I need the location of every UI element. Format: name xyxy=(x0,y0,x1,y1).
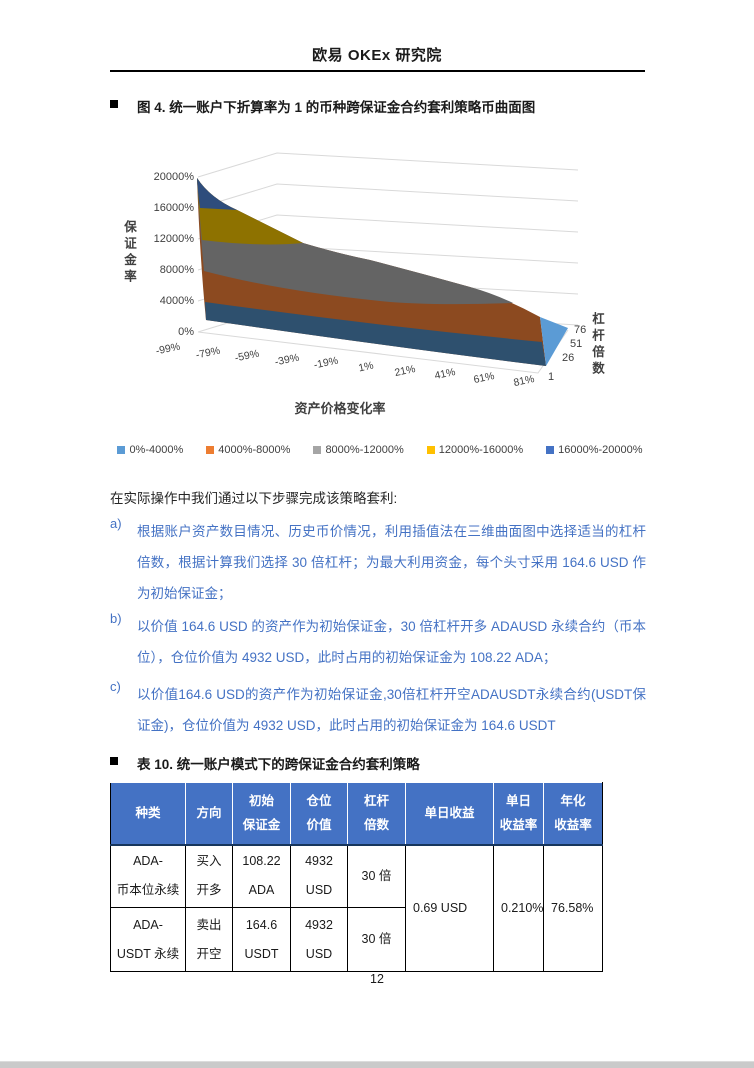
axis-tick-label: 4000% xyxy=(159,295,194,307)
cell-daily-rate: 0.210% xyxy=(493,844,544,972)
chart-legend: 0%-4000% 4000%-8000% 8000%-12000% 12000%-16… xyxy=(100,444,660,456)
axis-tick-label: 12000% xyxy=(153,233,194,245)
col-header-annual-rate: 年化 收益率 xyxy=(543,782,603,846)
axis-tick-label: 16000% xyxy=(153,202,194,214)
window-bottom-bar xyxy=(0,1061,754,1068)
cell-type: ADA- 币本位永续 xyxy=(110,844,186,908)
col-header-initial-margin: 初始 保证金 xyxy=(232,782,291,846)
axis-tick-label: 0% xyxy=(178,326,194,338)
legend-label: 0%-4000% xyxy=(129,444,184,456)
axis-tick-label: 51 xyxy=(570,338,583,350)
page-header-title: 欧易 OKEx 研究院 xyxy=(312,47,442,64)
surface-end-face xyxy=(540,317,568,366)
axis-tick-label: 20000% xyxy=(153,171,194,183)
square-bullet-icon xyxy=(110,757,118,765)
intro-paragraph: 在实际操作中我们通过以下步骤完成该策略套利: xyxy=(110,491,398,506)
figure-title: 图 4. 统一账户下折算率为 1 的币种跨保证金合约套利策略币曲面图 xyxy=(110,96,535,116)
cell-position-value: 4932 USD xyxy=(290,907,348,972)
col-header-daily-return: 单日收益 xyxy=(405,782,494,846)
legend-item: 16000%-20000% xyxy=(546,444,643,456)
col-header-daily-rate: 单日 收益率 xyxy=(493,782,544,846)
gridline xyxy=(197,183,579,209)
cell-initial-margin: 108.22 ADA xyxy=(232,844,291,908)
axis-tick-label: 1 xyxy=(548,371,555,383)
table-title: 表 10. 统一账户模式下的跨保证金合约套利策略 xyxy=(110,753,420,773)
col-header-position-value: 仓位 价值 xyxy=(290,782,348,846)
step-item-b: b) 以价值 164.6 USD 的资产作为初始保证金，30 倍杠杆开多 ADA… xyxy=(110,611,646,673)
legend-label: 16000%-20000% xyxy=(558,444,643,456)
x-axis-title: 资产价格变化率 xyxy=(294,401,386,416)
legend-item: 4000%-8000% xyxy=(206,444,290,456)
step-text: 根据账户资产数目情况、历史币价情况，利用插值法在三维曲面图中选择适当的杠杆倍数，… xyxy=(137,524,646,601)
legend-swatch-icon xyxy=(117,446,126,454)
y-axis-title: 保证金率 xyxy=(122,220,136,286)
step-item-a: a) 根据账户资产数目情况、历史币价情况，利用插值法在三维曲面图中选择适当的杠杆… xyxy=(110,516,646,609)
legend-label: 12000%-16000% xyxy=(438,444,524,456)
legend-label: 8000%-12000% xyxy=(325,444,404,456)
legend-swatch-icon xyxy=(206,446,215,454)
step-label: c) xyxy=(110,679,121,694)
page-number: 12 xyxy=(370,972,384,986)
gridline xyxy=(197,152,579,178)
axis-tick-label: 8000% xyxy=(159,264,194,276)
legend-swatch-icon xyxy=(426,446,435,454)
cell-direction: 卖出 开空 xyxy=(185,907,233,972)
step-text: 以价值164.6 USD的资产作为初始保证金,30倍杠杆开空ADAUSDT永续合… xyxy=(137,687,646,733)
legend-item: 12000%-16000% xyxy=(426,444,524,456)
surface-band-8000-12000 xyxy=(197,178,513,305)
axis-tick-label: 76 xyxy=(574,324,587,336)
legend-swatch-icon xyxy=(546,446,555,454)
legend-item: 0%-4000% xyxy=(117,444,183,456)
surface-band-12000-16000 xyxy=(197,178,303,245)
strategy-table: 种类 方向 初始 保证金 仓位 价值 杠杆 倍数 单日收益 单日 收益率 年化 收益率 A… xyxy=(110,782,603,972)
cell-type: ADA- USDT 永续 xyxy=(110,907,186,972)
table-header-row: 种类 方向 初始 保证金 仓位 价值 杠杆 倍数 单日收益 单日 收益率 年化 收益率 xyxy=(110,782,603,846)
cell-position-value: 4932 USD xyxy=(290,844,348,908)
square-bullet-icon xyxy=(110,100,118,108)
table-row: ADA- 币本位永续 买入 开多 108.22 ADA 4932 USD 30 倍 0.… xyxy=(110,844,603,972)
legend-item: 8000%-12000% xyxy=(313,444,404,456)
table-row: ADA- USDT 永续 卖出 开空 164.6 USDT 4932 USD 30 倍 xyxy=(110,907,603,972)
header-rule xyxy=(110,70,645,72)
col-header-type: 种类 xyxy=(110,782,186,846)
cell-daily-return: 0.69 USD xyxy=(405,844,494,972)
surface-band-16000-20000 xyxy=(197,178,237,210)
cell-leverage: 30 倍 xyxy=(347,844,406,908)
axis-tick-label: 26 xyxy=(562,352,575,364)
surface-chart-canvas xyxy=(197,152,579,374)
surface-chart: 0% 4000% 8000% 12000% 16000% 20000% -99% -79% -… xyxy=(100,140,660,440)
legend-swatch-icon xyxy=(313,446,322,454)
cell-leverage: 30 倍 xyxy=(347,907,406,972)
col-header-leverage: 杠杆 倍数 xyxy=(347,782,406,846)
cell-annual-rate: 76.58% xyxy=(543,844,603,972)
legend-label: 4000%-8000% xyxy=(218,444,291,456)
step-label: b) xyxy=(110,611,122,626)
z-axis-title: 杠杆倍数 xyxy=(590,312,604,378)
surface-band-0-4000 xyxy=(205,302,546,366)
step-label: a) xyxy=(110,516,122,531)
cell-initial-margin: 164.6 USDT xyxy=(232,907,291,972)
step-text: 以价值 164.6 USD 的资产作为初始保证金，30 倍杠杆开多 ADAUSD… xyxy=(137,619,646,665)
cell-direction: 买入 开多 xyxy=(185,844,233,908)
col-header-direction: 方向 xyxy=(185,782,233,846)
step-item-c: c) 以价值164.6 USD的资产作为初始保证金,30倍杠杆开空ADAUSDT… xyxy=(110,679,646,741)
